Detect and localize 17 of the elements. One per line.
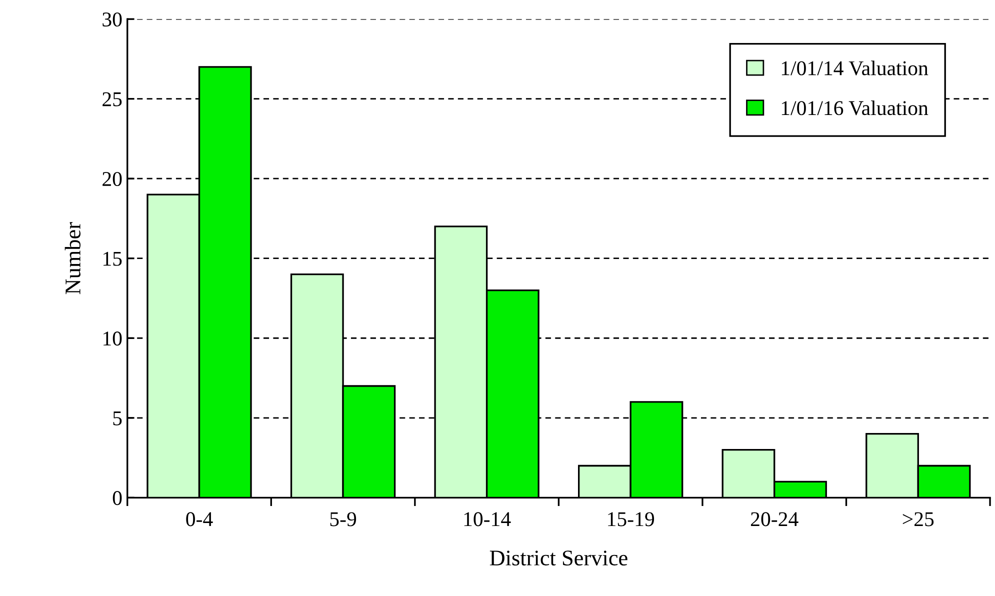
x-tick-label: >25 — [902, 512, 934, 526]
x-tick-label: 10-14 — [464, 512, 511, 526]
y-tick-label: 15 — [104, 252, 122, 266]
x-tick-label: 5-9 — [330, 512, 356, 526]
x-tick-label: 20-24 — [750, 512, 798, 526]
y-tick-label: 20 — [102, 172, 122, 186]
y-tick-label: 30 — [102, 12, 122, 27]
y-tick-label: 10 — [104, 332, 122, 346]
y-tick-label: 25 — [102, 92, 122, 106]
legend-label: 1/01/14 Valuation — [782, 60, 928, 76]
legend-label: 1/01/16 Valuation — [782, 100, 928, 116]
x-axis-title: District Service — [490, 550, 628, 566]
y-axis-title: Number — [64, 222, 80, 294]
x-tick-label: 15-19 — [608, 512, 654, 526]
y-tick-label: 5 — [113, 411, 122, 426]
x-tick-label: 0-4 — [186, 512, 213, 526]
y-tick-label: 0 — [112, 491, 122, 506]
